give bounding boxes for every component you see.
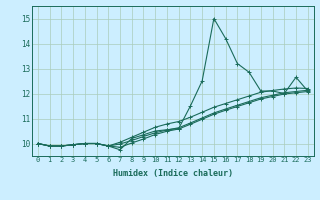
X-axis label: Humidex (Indice chaleur): Humidex (Indice chaleur) — [113, 169, 233, 178]
